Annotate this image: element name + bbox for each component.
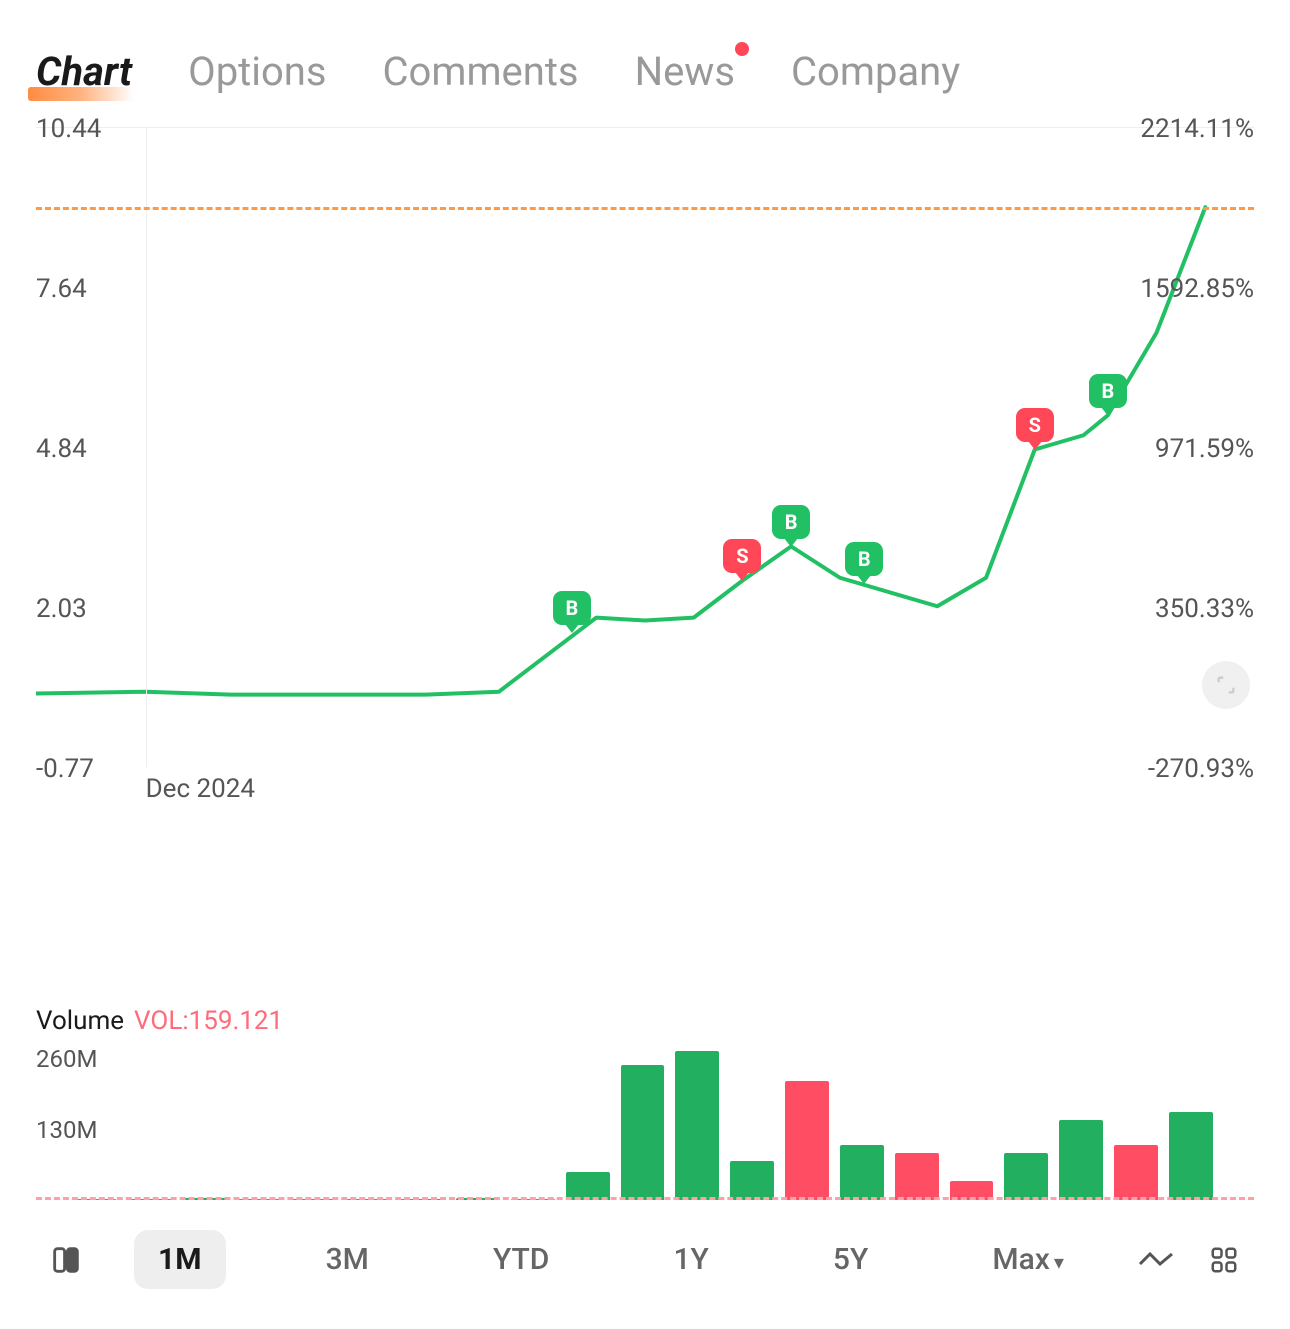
volume-bar — [1114, 1145, 1158, 1200]
y-left-tick: 7.64 — [36, 274, 87, 304]
volume-bar — [1059, 1120, 1103, 1200]
y-left-tick: -0.77 — [36, 754, 94, 784]
range-1y[interactable]: 1Y — [649, 1230, 732, 1289]
volume-title: Volume — [36, 1006, 124, 1036]
volume-chart[interactable]: 260M 130M — [36, 1040, 1254, 1200]
y-left-tick: 2.03 — [36, 594, 87, 624]
caret-down-icon: ▾ — [1054, 1250, 1064, 1274]
marker-label: B — [845, 542, 883, 576]
chart-tabs: Chart Options Comments News Company — [0, 0, 1290, 127]
range-3m[interactable]: 3M — [302, 1230, 393, 1289]
volume-stat: VOL:159.121 — [134, 1006, 283, 1036]
time-range-selector: 1M 3M YTD 1Y 5Y Max▾ — [96, 1230, 1126, 1289]
volume-bar — [675, 1051, 719, 1200]
volume-bar — [1169, 1112, 1213, 1200]
x-axis-label: Dec 2024 — [146, 774, 255, 804]
volume-bar — [840, 1145, 884, 1200]
volume-bars — [36, 1040, 1254, 1200]
marker-label: B — [1089, 374, 1127, 408]
marker-label: S — [1016, 408, 1054, 442]
buy-marker[interactable]: B — [1089, 374, 1127, 416]
volume-bar — [566, 1172, 610, 1200]
volume-bar — [621, 1065, 665, 1200]
volume-bar — [895, 1153, 939, 1200]
grid-vertical — [146, 128, 147, 767]
price-line-svg — [36, 128, 1254, 767]
line-style-icon[interactable] — [1134, 1238, 1178, 1282]
notification-dot — [735, 42, 749, 56]
y-right-tick: 2214.11% — [1140, 114, 1254, 144]
expand-chart-button[interactable] — [1202, 661, 1250, 709]
tab-news[interactable]: News — [635, 48, 735, 95]
sell-marker[interactable]: S — [723, 539, 761, 581]
price-chart[interactable]: 10.447.644.842.03-0.772214.11%1592.85%97… — [36, 127, 1254, 767]
range-max[interactable]: Max▾ — [968, 1230, 1088, 1289]
chart-footer: 1M 3M YTD 1Y 5Y Max▾ — [0, 1200, 1290, 1329]
tab-company[interactable]: Company — [791, 48, 960, 95]
range-ytd[interactable]: YTD — [469, 1230, 573, 1289]
volume-section: Volume VOL:159.121 260M 130M — [0, 982, 1290, 1200]
volume-bar — [1004, 1153, 1048, 1200]
volume-bar — [730, 1161, 774, 1200]
volume-bar — [785, 1081, 829, 1200]
range-1m[interactable]: 1M — [134, 1230, 225, 1289]
marker-label: B — [772, 505, 810, 539]
buy-marker[interactable]: B — [553, 591, 591, 633]
volume-y-tick: 260M — [36, 1045, 97, 1073]
marker-label: B — [553, 591, 591, 625]
tab-chart[interactable]: Chart — [36, 48, 132, 95]
volume-header: Volume VOL:159.121 — [36, 1006, 1254, 1036]
range-5y[interactable]: 5Y — [809, 1230, 892, 1289]
tab-comments[interactable]: Comments — [383, 48, 579, 95]
grid-layout-icon[interactable] — [1202, 1238, 1246, 1282]
reference-dashed-line — [36, 207, 1254, 210]
y-right-tick: 350.33% — [1155, 594, 1254, 624]
buy-marker[interactable]: B — [845, 542, 883, 584]
price-chart-area: 10.447.644.842.03-0.772214.11%1592.85%97… — [0, 127, 1290, 982]
y-right-tick: 1592.85% — [1140, 274, 1254, 304]
sell-marker[interactable]: S — [1016, 408, 1054, 450]
candlestick-toggle-icon[interactable] — [44, 1238, 88, 1282]
volume-y-tick: 130M — [36, 1116, 97, 1144]
buy-marker[interactable]: B — [772, 505, 810, 547]
marker-label: S — [723, 539, 761, 573]
y-right-tick: 971.59% — [1155, 434, 1254, 464]
y-right-tick: -270.93% — [1148, 754, 1254, 784]
tab-options[interactable]: Options — [188, 48, 326, 95]
y-left-tick: 10.44 — [36, 114, 101, 144]
volume-baseline — [36, 1197, 1254, 1200]
y-left-tick: 4.84 — [36, 434, 87, 464]
